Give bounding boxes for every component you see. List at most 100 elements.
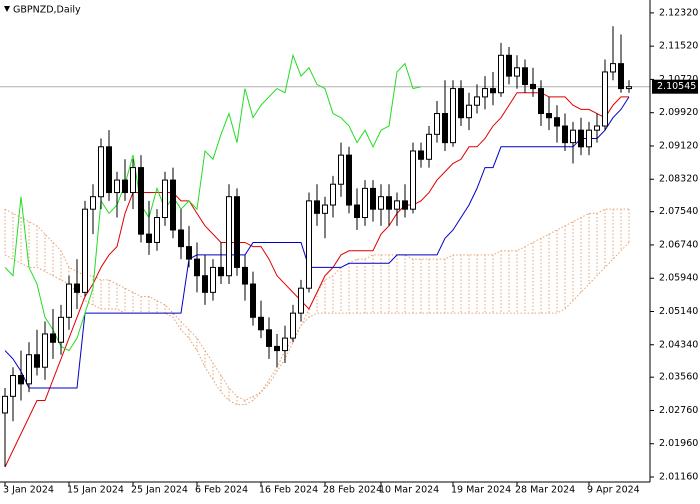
candle-body <box>610 63 616 73</box>
x-tick-label: 10 Mar 2024 <box>379 485 439 496</box>
candle-body <box>2 395 8 414</box>
candle-body <box>322 204 328 214</box>
candle-body <box>82 208 88 293</box>
symbol-icon <box>4 6 10 12</box>
candle-body <box>122 179 128 194</box>
candle-body <box>418 150 424 160</box>
candle-body <box>594 125 600 131</box>
candle-body <box>186 246 192 260</box>
x-tick-label: 16 Feb 2024 <box>259 485 318 496</box>
candle-body <box>234 196 240 268</box>
candle-body <box>26 354 32 385</box>
x-tick-label: 6 Feb 2024 <box>195 485 248 496</box>
candle-body <box>170 179 176 231</box>
candle-body <box>314 200 320 214</box>
y-tick-label: 2.02760 <box>659 405 698 416</box>
candle-body <box>258 316 264 331</box>
candle-body <box>602 71 608 127</box>
candle-body <box>466 104 472 119</box>
candle-body <box>586 129 592 148</box>
candle-body <box>34 354 40 368</box>
y-tick-label: 2.01160 <box>659 472 698 483</box>
x-tick-label: 19 Mar 2024 <box>451 485 511 496</box>
candle-body <box>106 146 112 194</box>
cloud-span <box>4 242 630 406</box>
candle-body <box>330 183 336 206</box>
x-tick-label: 28 Mar 2024 <box>515 485 575 496</box>
indicator-layer <box>0 53 650 468</box>
y-tick-label: 2.03560 <box>659 372 698 383</box>
candle-body <box>98 146 104 198</box>
x-tick-label: 15 Jan 2024 <box>67 485 124 496</box>
candle-body <box>138 167 144 235</box>
candle-body <box>306 200 312 289</box>
candle-body <box>522 67 528 85</box>
candle-body <box>58 316 64 343</box>
candle-body <box>218 266 224 277</box>
candle-body <box>394 200 400 210</box>
candle-body <box>554 117 560 127</box>
y-tick-label: 2.08320 <box>659 174 698 185</box>
candle-body <box>346 154 352 206</box>
x-tick-label: 9 Apr 2024 <box>587 485 640 496</box>
candle-body <box>450 88 456 144</box>
candle-body <box>338 154 344 185</box>
y-tick-label: 2.05940 <box>659 273 698 284</box>
candle-body <box>354 204 360 219</box>
y-tick-label: 2.01960 <box>659 438 698 449</box>
candle-body <box>490 88 496 94</box>
candle-body <box>498 54 504 94</box>
candle-body <box>154 217 160 243</box>
candle-body <box>42 333 48 368</box>
chart-title: GBPNZD,Daily <box>13 5 81 16</box>
x-tick-label: 28 Feb 2024 <box>323 485 382 496</box>
y-tick-label: 2.10720 <box>659 74 698 85</box>
candle-body <box>538 88 544 115</box>
candle-body <box>250 283 256 318</box>
indicator-line <box>4 92 629 468</box>
candle-body <box>402 200 408 210</box>
candle-body <box>362 187 368 219</box>
candle-body <box>162 179 168 219</box>
candle-body <box>298 287 304 314</box>
candle-body <box>618 63 624 90</box>
candle-body <box>570 129 576 144</box>
candle-body <box>66 283 72 318</box>
candle-body <box>530 83 536 90</box>
y-tick-label: 2.09920 <box>659 107 698 118</box>
candle-body <box>50 333 56 343</box>
cloud-span <box>4 208 629 402</box>
candle-body <box>90 196 96 210</box>
candle-body <box>202 275 208 293</box>
y-tick-label: 2.12320 <box>659 7 698 18</box>
candle-body <box>442 113 448 144</box>
candle-body <box>74 283 80 293</box>
candle-body <box>10 375 16 397</box>
y-tick-label: 2.07540 <box>659 206 698 217</box>
candle-body <box>130 167 136 194</box>
indicator-line <box>4 53 422 352</box>
candle-body <box>514 67 520 77</box>
candle-body <box>194 258 200 277</box>
candle-body <box>482 88 488 98</box>
candle-body <box>242 266 248 285</box>
candle-body <box>290 312 296 339</box>
candle-body <box>426 133 432 160</box>
candle-body <box>266 329 272 347</box>
y-tick-label: 2.06740 <box>659 239 698 250</box>
last-price-label: 2.10545 <box>657 81 696 92</box>
candle-body <box>274 345 280 352</box>
candle-body <box>386 196 392 210</box>
candle-body <box>370 187 376 210</box>
candle-body <box>506 54 512 77</box>
candle-body <box>226 196 232 277</box>
x-tick-label: 25 Jan 2024 <box>131 485 188 496</box>
candle-body <box>18 375 24 385</box>
candle-body <box>282 337 288 352</box>
candle-body <box>434 113 440 135</box>
candle-layer <box>2 26 632 468</box>
